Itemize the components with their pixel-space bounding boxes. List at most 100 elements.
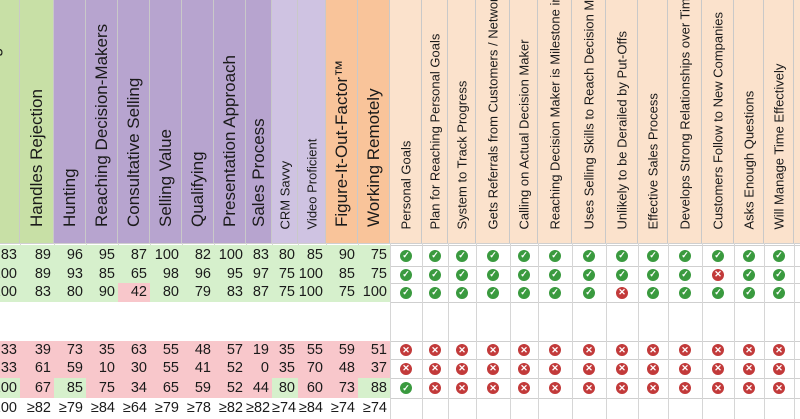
header-uses-selling-skills-to-reach-decision-maker[interactable]: Uses Selling Skills to Reach Decision Ma… bbox=[572, 0, 606, 243]
header-consultative-selling[interactable]: Consultative Selling bbox=[118, 0, 150, 243]
table-cell[interactable]: 100 bbox=[0, 283, 20, 302]
table-cell[interactable]: 41 bbox=[182, 359, 214, 378]
table-cell[interactable]: ✕ bbox=[510, 378, 538, 398]
table-cell[interactable]: 60 bbox=[298, 378, 326, 398]
table-cell[interactable]: ✓ bbox=[476, 266, 510, 283]
table-cell[interactable]: ≥74 bbox=[326, 398, 358, 419]
table-cell[interactable]: 87 bbox=[246, 283, 272, 302]
table-cell[interactable]: 100 bbox=[0, 266, 20, 283]
table-cell[interactable]: 59 bbox=[326, 341, 358, 359]
table-cell[interactable]: ✕ bbox=[422, 378, 448, 398]
table-cell[interactable]: 48 bbox=[182, 341, 214, 359]
table-cell[interactable]: ✓ bbox=[390, 266, 422, 283]
table-cell[interactable]: ✓ bbox=[606, 245, 638, 266]
table-cell[interactable]: 100 bbox=[358, 283, 390, 302]
table-cell[interactable]: ✕ bbox=[538, 359, 572, 378]
table-cell[interactable]: 75 bbox=[272, 266, 298, 283]
header-develops-strong-relationships-over-time[interactable]: Develops Strong Relationships over Time bbox=[668, 0, 702, 243]
table-cell[interactable]: 100 bbox=[214, 245, 246, 266]
table-cell[interactable]: 87 bbox=[118, 245, 150, 266]
table-cell[interactable]: ✕ bbox=[702, 359, 734, 378]
header-figure-it-out-factor[interactable]: Figure-It-Out-Factor™ bbox=[326, 0, 358, 243]
table-cell[interactable]: 96 bbox=[54, 245, 86, 266]
table-cell[interactable]: ✕ bbox=[448, 341, 476, 359]
header-comfortable-discussing-money[interactable]: Comfortable Discussing Money bbox=[0, 0, 20, 243]
table-cell[interactable]: ✕ bbox=[638, 378, 668, 398]
table-cell[interactable]: 10 bbox=[86, 359, 118, 378]
table-cell[interactable]: ≥79 bbox=[54, 398, 86, 419]
table-cell[interactable]: ✕ bbox=[572, 359, 606, 378]
table-cell[interactable]: ✓ bbox=[638, 283, 668, 302]
header-effective-sales-process[interactable]: Effective Sales Process bbox=[638, 0, 668, 243]
table-cell[interactable]: 80 bbox=[272, 378, 298, 398]
table-cell[interactable]: ✓ bbox=[476, 283, 510, 302]
table-cell[interactable] bbox=[298, 302, 326, 341]
table-cell[interactable]: 85 bbox=[326, 266, 358, 283]
table-cell[interactable]: 75 bbox=[272, 283, 298, 302]
table-cell[interactable]: ✓ bbox=[734, 266, 764, 283]
header-reaching-decision-makers[interactable]: Reaching Decision-Makers bbox=[86, 0, 118, 243]
table-cell[interactable]: 59 bbox=[54, 359, 86, 378]
table-cell[interactable]: ≥74 bbox=[358, 398, 390, 419]
header-handles-the-tele-think-sale-appr[interactable]: Handles the Tele-Think Sale Appr bbox=[794, 0, 800, 243]
table-cell[interactable]: 19 bbox=[246, 341, 272, 359]
table-cell[interactable]: ✕ bbox=[510, 341, 538, 359]
table-cell[interactable] bbox=[20, 302, 54, 341]
table-cell[interactable]: 90 bbox=[326, 245, 358, 266]
table-cell[interactable]: 52 bbox=[214, 378, 246, 398]
table-cell[interactable]: 35 bbox=[272, 341, 298, 359]
table-cell[interactable] bbox=[358, 302, 390, 341]
table-cell[interactable] bbox=[86, 302, 118, 341]
table-cell[interactable] bbox=[54, 302, 86, 341]
table-cell[interactable]: ✕ bbox=[538, 341, 572, 359]
table-cell[interactable]: ✓ bbox=[510, 245, 538, 266]
header-reaching-decision-maker-is-milestone-in-sales-process[interactable]: Reaching Decision Maker is Milestone in … bbox=[538, 0, 572, 243]
table-cell[interactable]: 83 bbox=[214, 283, 246, 302]
table-cell[interactable]: 82 bbox=[182, 245, 214, 266]
table-cell[interactable]: ≥82 bbox=[246, 398, 272, 419]
table-cell[interactable]: ✓ bbox=[476, 245, 510, 266]
table-cell[interactable]: ✓ bbox=[734, 283, 764, 302]
table-cell[interactable]: 90 bbox=[86, 283, 118, 302]
table-cell[interactable]: 55 bbox=[298, 341, 326, 359]
table-cell[interactable]: 52 bbox=[214, 359, 246, 378]
table-cell[interactable]: ✕ bbox=[510, 359, 538, 378]
table-cell[interactable]: ✓ bbox=[606, 266, 638, 283]
table-cell[interactable]: ✓ bbox=[702, 245, 734, 266]
table-cell[interactable]: 97 bbox=[246, 266, 272, 283]
header-video-proficient[interactable]: Video Proficient bbox=[298, 0, 326, 243]
table-cell[interactable]: ✕ bbox=[702, 378, 734, 398]
table-cell[interactable]: 100 bbox=[0, 378, 20, 398]
table-cell[interactable]: 65 bbox=[150, 378, 182, 398]
table-cell[interactable]: 89 bbox=[20, 245, 54, 266]
table-cell[interactable]: ≥79 bbox=[150, 398, 182, 419]
table-cell[interactable]: 85 bbox=[54, 378, 86, 398]
table-cell[interactable]: ✓ bbox=[572, 266, 606, 283]
table-cell[interactable]: ✓ bbox=[422, 245, 448, 266]
table-cell[interactable]: ✕ bbox=[390, 359, 422, 378]
table-cell[interactable]: ✓ bbox=[448, 266, 476, 283]
table-cell[interactable]: 59 bbox=[182, 378, 214, 398]
table-cell[interactable]: 85 bbox=[86, 266, 118, 283]
table-cell[interactable]: 83 bbox=[20, 283, 54, 302]
table-cell[interactable]: ≥82 bbox=[214, 398, 246, 419]
table-cell[interactable]: ✓ bbox=[422, 283, 448, 302]
header-hunting[interactable]: Hunting bbox=[54, 0, 86, 243]
table-cell[interactable]: 83 bbox=[246, 245, 272, 266]
header-sales-process[interactable]: Sales Process bbox=[246, 0, 272, 243]
table-cell[interactable]: ✓ bbox=[572, 245, 606, 266]
table-cell[interactable]: ✓ bbox=[734, 245, 764, 266]
table-cell[interactable]: 55 bbox=[150, 359, 182, 378]
table-cell[interactable]: ≥100 bbox=[0, 398, 20, 419]
table-cell[interactable]: ✓ bbox=[510, 283, 538, 302]
table-cell[interactable]: 37 bbox=[358, 359, 390, 378]
table-cell[interactable]: 83 bbox=[0, 245, 20, 266]
table-cell[interactable]: ✓ bbox=[538, 283, 572, 302]
header-working-remotely[interactable]: Working Remotely bbox=[358, 0, 390, 243]
table-cell[interactable]: ✕ bbox=[476, 378, 510, 398]
table-cell[interactable] bbox=[326, 302, 358, 341]
table-cell[interactable]: ✓ bbox=[448, 245, 476, 266]
table-cell[interactable]: 44 bbox=[246, 378, 272, 398]
header-handles-rejection[interactable]: Handles Rejection bbox=[20, 0, 54, 243]
table-cell[interactable]: ✓ bbox=[638, 266, 668, 283]
